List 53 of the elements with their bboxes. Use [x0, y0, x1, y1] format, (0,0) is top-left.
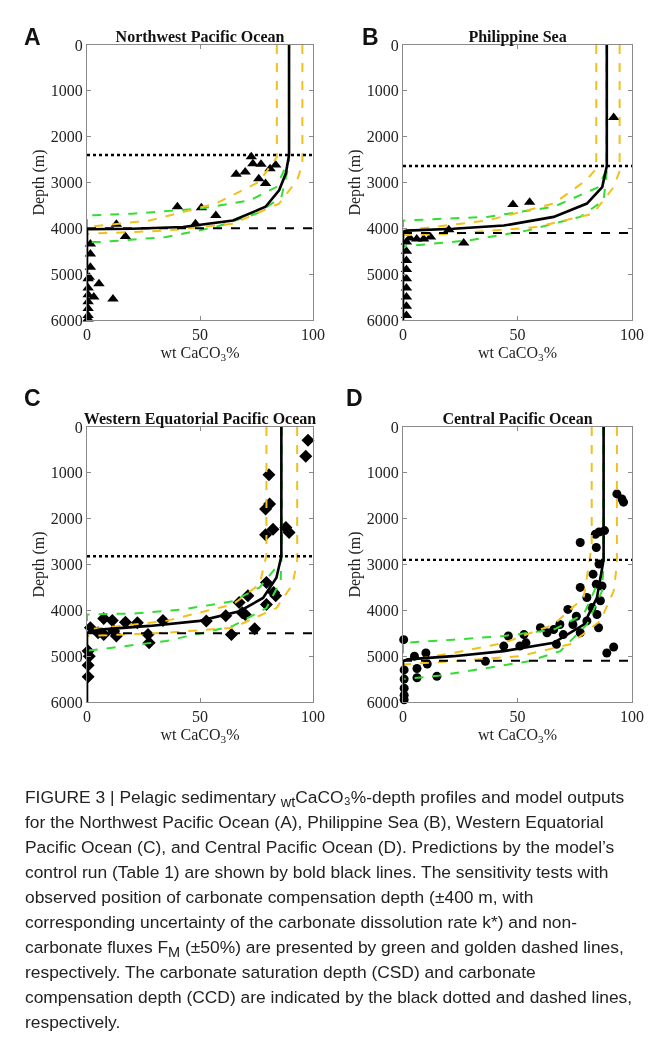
y-tick-label: 3000 — [50, 556, 83, 574]
x-axis-title: wt CaCO$_{3}$% — [478, 344, 557, 364]
y-axis-title: Depth (m) — [29, 149, 48, 216]
y-tick-label: 0 — [390, 36, 399, 54]
y-axis-title: Depth (m) — [29, 531, 48, 598]
y-tick-label: 6000 — [366, 693, 399, 711]
y-tick-label: 2000 — [366, 510, 399, 528]
y-tick-label: 5000 — [50, 265, 83, 283]
y-tick-label: 4000 — [50, 601, 83, 619]
chart-title: Philippine Sea — [468, 28, 567, 46]
y-tick-label: 3000 — [366, 556, 399, 574]
chart-title: Central Pacific Ocean — [442, 410, 593, 427]
y-tick-label: 4000 — [366, 601, 399, 619]
x-axis-title: wt CaCO$_{3}$% — [160, 726, 240, 746]
y-axis-title: Depth (m) — [345, 149, 364, 216]
x-tick-label: 50 — [192, 708, 208, 726]
y-tick-label: 0 — [74, 418, 83, 436]
x-axis-title: wt CaCO$_{3}$% — [160, 344, 240, 364]
text: B — [362, 24, 379, 50]
y-tick-label: 5000 — [50, 647, 83, 665]
y-tick-label: 0 — [74, 36, 83, 54]
x-tick-label: 100 — [301, 326, 325, 344]
text: A — [24, 24, 41, 50]
y-tick-label: 4000 — [50, 219, 83, 237]
y-tick-label: 5000 — [366, 265, 399, 283]
y-tick-label: 3000 — [366, 174, 399, 192]
x-tick-label: 50 — [509, 326, 526, 344]
y-tick-label: 1000 — [366, 464, 399, 482]
text: D — [346, 385, 363, 411]
y-tick-label: 6000 — [366, 311, 399, 329]
x-tick-label: 50 — [192, 326, 208, 344]
chart-title: Western Equatorial Pacific Ocean — [83, 410, 317, 428]
y-tick-label: 4000 — [366, 219, 399, 237]
y-tick-label: 2000 — [366, 128, 399, 146]
text: C — [24, 385, 41, 411]
x-tick-label: 100 — [620, 708, 644, 726]
y-tick-label: 0 — [390, 418, 399, 436]
text: FIGURE 3 | Pelagic sedimentary $_{wt}$CaCO₃%-depth profiles and model outputs for the Northwest Pacific Ocean (A), Philippine Sea (B), Western Equatorial Pacific Ocean (C), and Central Pacific Ocean (D). Predictions by the model’s control run (Table 1) are shown by bold black lines. The sensitivity tests with observed position of carbonate compensation depth (±400 m, with corresponding uncertainty of the carbonate dissolution rate k*) and non-carbonate fluxes F$_{M}$ (±50%) are presented by green and golden dashed lines, respectively. The carbonate saturation depth (CSD) and carbonate compensation depth (CCD) are indicated by the black dotted and dashed lines, respectively. — [25, 787, 633, 1032]
y-tick-label: 5000 — [366, 647, 399, 665]
y-tick-label: 1000 — [50, 82, 83, 100]
y-tick-label: 6000 — [50, 311, 83, 329]
x-tick-label: 50 — [509, 708, 526, 726]
y-axis-title: Depth (m) — [345, 531, 364, 598]
y-tick-label: 6000 — [50, 693, 83, 711]
y-tick-label: 2000 — [50, 510, 83, 528]
x-tick-label: 100 — [620, 326, 644, 344]
y-tick-label: 1000 — [50, 464, 83, 482]
chart-title: Northwest Pacific Ocean — [115, 28, 285, 45]
y-tick-label: 2000 — [50, 128, 83, 146]
x-tick-label: 100 — [301, 708, 325, 726]
x-axis-title: wt CaCO$_{3}$% — [478, 726, 557, 746]
y-tick-label: 3000 — [50, 174, 83, 192]
y-tick-label: 1000 — [366, 82, 399, 100]
